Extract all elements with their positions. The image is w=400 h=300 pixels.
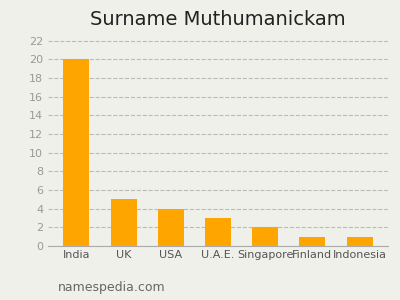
Bar <box>111 199 136 246</box>
Bar <box>300 237 325 246</box>
Text: namespedia.com: namespedia.com <box>58 281 166 294</box>
Bar <box>158 209 184 246</box>
Bar <box>64 59 90 246</box>
Bar <box>252 227 278 246</box>
Title: Surname Muthumanickam: Surname Muthumanickam <box>90 10 346 29</box>
Bar <box>205 218 231 246</box>
Bar <box>346 237 372 246</box>
